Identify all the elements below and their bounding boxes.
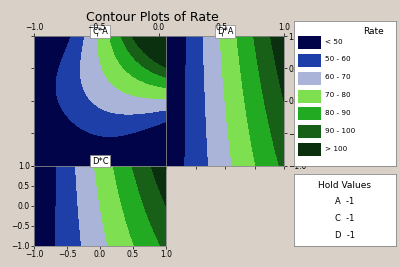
Text: > 100: > 100: [325, 146, 347, 152]
Text: C*A: C*A: [92, 27, 108, 36]
Bar: [298, 143, 320, 156]
Bar: [298, 54, 320, 67]
Text: D*A: D*A: [217, 27, 233, 36]
Bar: [298, 89, 320, 103]
Text: Hold Values: Hold Values: [318, 181, 372, 190]
Text: 70 - 80: 70 - 80: [325, 92, 350, 98]
Bar: [298, 107, 320, 120]
Text: Contour Plots of Rate: Contour Plots of Rate: [86, 11, 218, 24]
Text: 90 - 100: 90 - 100: [325, 128, 355, 134]
Bar: [298, 125, 320, 138]
Text: C  -1: C -1: [335, 214, 355, 223]
Text: D*C: D*C: [92, 156, 108, 166]
Text: D  -1: D -1: [335, 231, 355, 240]
Bar: [298, 36, 320, 49]
Text: A  -1: A -1: [335, 197, 355, 206]
Text: < 50: < 50: [325, 38, 342, 45]
Text: 50 - 60: 50 - 60: [325, 56, 350, 62]
Text: 80 - 90: 80 - 90: [325, 110, 350, 116]
Text: Rate: Rate: [363, 27, 384, 36]
Text: 60 - 70: 60 - 70: [325, 74, 350, 80]
Bar: [298, 72, 320, 85]
